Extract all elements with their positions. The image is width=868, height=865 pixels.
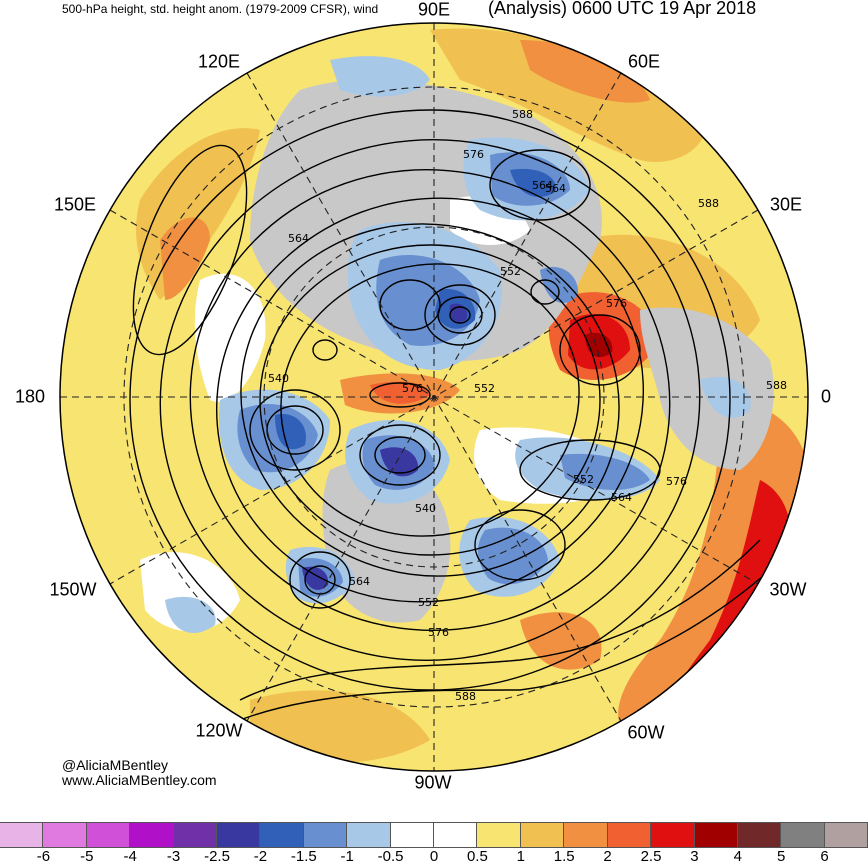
colorbar-ticks: -6 -5 -4 -3 -2.5 -2 -1.5 -1 -0.5 0 0.5 1 1.5 2 2.5 3 4 5 6 [0, 848, 868, 865]
contour-label: 564 [288, 232, 309, 245]
map-title: (Analysis) 0600 UTC 19 Apr 2018 [488, 0, 757, 18]
colorbar-swatch [433, 822, 478, 848]
contour-label: 552 [500, 265, 521, 278]
colorbar-swatch [129, 822, 174, 848]
contour-label: 576 [463, 148, 484, 161]
colorbar-tick-label: -0.5 [377, 848, 404, 865]
contour-label: 552 [418, 596, 439, 609]
colorbar-swatch [823, 822, 868, 848]
colorbar-swatch [476, 822, 521, 848]
colorbar-tick-label: -6 [36, 848, 51, 865]
colorbar-tick-label: 6 [820, 848, 829, 865]
colorbar-tick-label: -5 [80, 848, 94, 865]
colorbar-tick-label: -2 [253, 848, 268, 865]
colorbar-tick-label: 2 [603, 848, 612, 865]
contour-label: 576 [606, 297, 627, 310]
colorbar-swatch [780, 822, 825, 848]
contour-label: 576 [402, 382, 423, 395]
polar-stereographic-map: 588 576 564 552 540 564 552 540 576 552 … [59, 22, 809, 772]
colorbar-swatch [606, 822, 652, 848]
colorbar-tick-label: 4 [733, 848, 742, 865]
colorbar-swatch [563, 822, 608, 848]
longitude-label-180: 180 [14, 386, 46, 407]
contour-label: 588 [698, 197, 719, 210]
contour-label: 564 [349, 575, 370, 588]
longitude-label-120w: 120W [195, 720, 243, 741]
contour-label: 564 [611, 491, 632, 504]
colorbar-tick-label: 1 [516, 848, 525, 865]
colorbar-swatch [216, 822, 261, 848]
contour-label: 564 [532, 179, 553, 192]
contour-label: 540 [268, 372, 289, 385]
longitude-label-30e: 30E [769, 194, 803, 215]
height-contours [129, 109, 771, 721]
longitude-label-150e: 150E [53, 194, 97, 215]
colorbar-tick-label: -1.5 [290, 848, 317, 865]
colorbar-tick-label: -1 [340, 848, 354, 865]
colorbar-tick-label: 0 [429, 848, 439, 865]
colorbar-tick-label: 1.5 [553, 848, 575, 865]
contour-label-group: 588 576 564 552 540 564 552 540 576 552 … [268, 108, 787, 703]
colorbar-swatch [302, 822, 348, 848]
contour-label: 564 [545, 182, 566, 195]
longitude-label-60w: 60W [627, 722, 665, 743]
anomaly-field [60, 23, 808, 771]
credit-website: www.AliciaMBentley.com [62, 772, 217, 788]
contour-label: 552 [474, 382, 495, 395]
colorbar-swatch [85, 822, 131, 848]
colorbar-tick-label: 3 [690, 848, 699, 865]
colorbar-tick-label: -2.5 [204, 848, 230, 865]
colorbar-tick-label: 5 [777, 848, 786, 865]
contour-label: 576 [428, 626, 449, 639]
contour-label: 540 [415, 502, 436, 515]
contour-label: 552 [573, 473, 594, 486]
colorbar-swatch [389, 822, 435, 848]
colorbar-swatch [172, 822, 218, 848]
longitude-label-90e: 90E [417, 0, 451, 20]
longitude-label-60e: 60E [627, 51, 661, 72]
colorbar [0, 822, 868, 848]
colorbar-swatch [259, 822, 304, 848]
graticule [60, 23, 808, 771]
contour-label: 588 [455, 690, 476, 703]
colorbar-swatch [519, 822, 565, 848]
colorbar-tick-label: 0.5 [466, 848, 488, 865]
longitude-label-90w: 90W [414, 772, 452, 793]
colorbar-swatch [650, 822, 695, 848]
map-boundary [59, 22, 809, 772]
colorbar-swatch [42, 822, 87, 848]
longitude-label-120e: 120E [197, 51, 241, 72]
longitude-label-150w: 150W [49, 579, 97, 600]
colorbar-tick-label: -3 [166, 848, 181, 865]
colorbar-swatch [693, 822, 738, 848]
colorbar-swatch [346, 822, 391, 848]
colorbar-tick-label: -4 [123, 848, 137, 865]
contour-label: 576 [666, 475, 687, 488]
longitude-label-0: 0 [820, 386, 832, 407]
colorbar-swatch [736, 822, 782, 848]
contour-label: 588 [512, 108, 533, 121]
longitude-label-30w: 30W [769, 579, 807, 600]
colorbar-swatch [0, 822, 44, 848]
map-subtitle: 500-hPa height, std. height anom. (1979-… [62, 2, 379, 16]
credit-twitter: @AliciaMBentley [62, 757, 169, 773]
colorbar-tick-label: 2.5 [640, 848, 662, 865]
contour-label: 588 [766, 379, 787, 392]
